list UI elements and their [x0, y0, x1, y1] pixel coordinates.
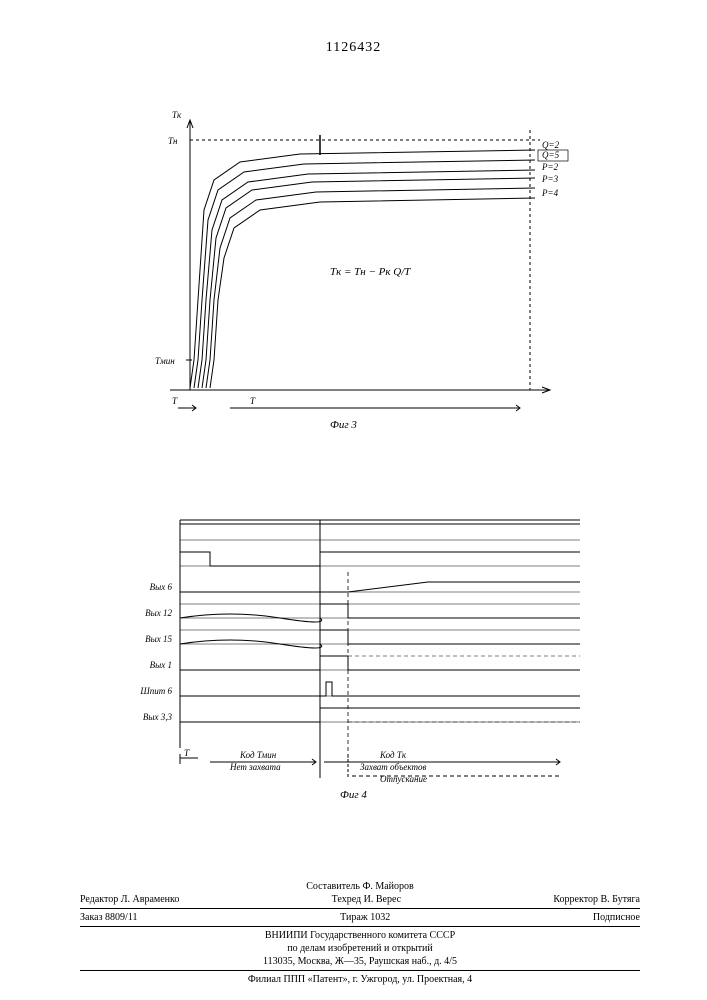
fig4-svg: Вых 6 Вых 12 Вых 15 Вых 1 Шпит 6 Вых 3,3 T Код …: [110, 510, 590, 810]
signed-label: Подписное: [593, 911, 640, 924]
corrector-name: В. Бутяга: [600, 894, 640, 905]
svg-text:Q=2: Q=2: [542, 140, 560, 150]
svg-text:Tк: Tк: [172, 110, 182, 120]
svg-text:Tн: Tн: [168, 136, 178, 146]
svg-text:P=4: P=4: [541, 188, 559, 198]
compiler-label: Составитель: [306, 881, 360, 892]
compiler-name: Ф. Майоров: [362, 881, 413, 892]
techred-name: И. Верес: [364, 894, 401, 905]
org-line-2: по делам изобретений и открытий: [80, 942, 640, 955]
tirazh-label: Тираж: [340, 912, 368, 923]
document-number: 1126432: [0, 40, 707, 56]
addr-line-1: 113035, Москва, Ж—35, Раушская наб., д. …: [80, 955, 640, 968]
svg-text:Q=5: Q=5: [542, 150, 560, 160]
svg-text:Вых 3,3: Вых 3,3: [143, 712, 173, 722]
svg-text:T: T: [184, 748, 190, 758]
svg-text:Фиг 4: Фиг 4: [340, 789, 367, 801]
svg-text:Захват объектов: Захват объектов: [360, 762, 426, 772]
footer-block: Составитель Ф. Майоров Редактор Л. Аврам…: [80, 880, 640, 986]
figure-3: Tк Tн Tмин T T Q=2Q=5 P=2 P=3 P=4 Tк = Tн − Pк Q/…: [150, 100, 570, 445]
svg-text:Tмин: Tмин: [155, 356, 175, 366]
svg-text:Шпит 6: Шпит 6: [139, 686, 172, 696]
svg-text:Вых 15: Вых 15: [145, 634, 172, 644]
svg-text:P=3: P=3: [541, 174, 559, 184]
order-value: 8809/11: [105, 912, 137, 923]
org-line-1: ВНИИПИ Государственного комитета СССР: [80, 929, 640, 942]
svg-text:Код Тмин: Код Тмин: [239, 750, 277, 760]
svg-text:Нет захвата: Нет захвата: [229, 762, 281, 772]
svg-text:T: T: [172, 396, 178, 406]
order-label: Заказ: [80, 912, 103, 923]
svg-text:T: T: [250, 396, 256, 406]
corrector-label: Корректор: [553, 894, 598, 905]
svg-text:Вых 6: Вых 6: [150, 582, 173, 592]
editor-name: Л. Авраменко: [121, 894, 180, 905]
svg-text:Tк = Tн − Pк Q/T: Tк = Tн − Pк Q/T: [330, 266, 411, 278]
svg-text:Фиг 3: Фиг 3: [330, 419, 357, 431]
editor-label: Редактор: [80, 894, 118, 905]
svg-text:P=2: P=2: [541, 162, 559, 172]
svg-text:Вых 1: Вых 1: [150, 660, 172, 670]
addr-line-2: Филиал ППП «Патент», г. Ужгород, ул. Про…: [80, 973, 640, 986]
fig3-svg: Tк Tн Tмин T T Q=2Q=5 P=2 P=3 P=4 Tк = Tн − Pк Q/…: [150, 100, 570, 440]
tirazh-value: 1032: [370, 912, 390, 923]
figure-4: Вых 6 Вых 12 Вых 15 Вых 1 Шпит 6 Вых 3,3 T Код …: [110, 510, 590, 815]
techred-label: Техред: [332, 894, 361, 905]
svg-text:Код Tк: Код Tк: [379, 750, 407, 760]
svg-text:Вых 12: Вых 12: [145, 608, 172, 618]
